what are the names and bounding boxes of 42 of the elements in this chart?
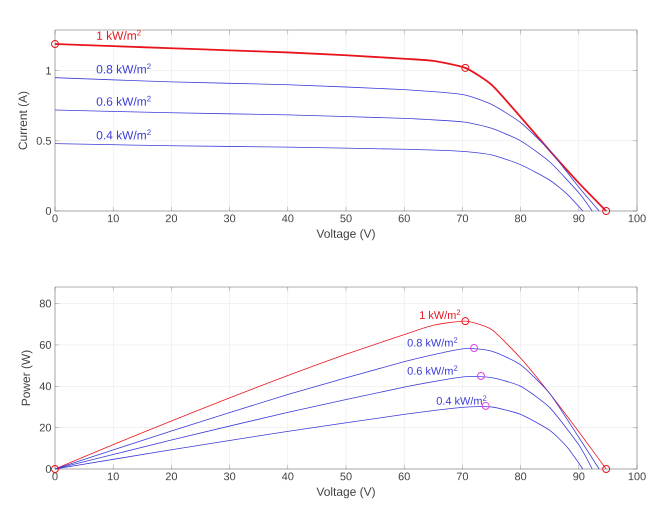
x-tick-label: 20	[166, 214, 178, 222]
x-tick-label: 20	[166, 472, 178, 480]
x-tick-label: 60	[398, 472, 410, 480]
y-tick-label: 40	[40, 382, 52, 390]
x-tick-label: 90	[573, 472, 584, 480]
y-tick-label: 0	[46, 465, 52, 473]
x-axis-title: Voltage (V)	[316, 229, 375, 240]
x-tick-label: 10	[108, 214, 119, 222]
x-tick-label: 70	[456, 214, 468, 222]
series-label: 0.4 kW/m$^{2}$	[436, 395, 486, 405]
x-tick-label: 70	[456, 472, 468, 480]
y-tick-label: 80	[40, 300, 52, 308]
y-tick-label: 0	[46, 207, 52, 215]
x-tick-label: 0	[52, 214, 58, 222]
x-tick-label: 50	[340, 214, 352, 222]
x-axis-title: Voltage (V)	[316, 487, 375, 498]
y-tick-label: 1	[46, 66, 51, 74]
x-tick-label: 80	[514, 214, 526, 222]
x-tick-label: 40	[282, 472, 294, 480]
x-tick-label: 30	[224, 214, 236, 222]
x-tick-label: 30	[224, 472, 236, 480]
y-tick-label: 60	[40, 341, 52, 349]
x-tick-label: 10	[108, 472, 119, 480]
y-axis-title: Current (A)	[18, 92, 30, 150]
series-label: 1 kW/m$^{2}$	[97, 30, 141, 40]
x-tick-label: 90	[573, 214, 584, 222]
y-tick-label: 0.5	[36, 136, 52, 145]
x-tick-label: 60	[398, 214, 410, 222]
x-tick-label: 40	[282, 214, 294, 222]
x-tick-label: 100	[628, 472, 646, 480]
series-label: 1 kW/m$^{2}$	[420, 310, 460, 319]
x-tick-label: 80	[514, 472, 526, 480]
series-label: 0.6 kW/m$^{2}$	[408, 365, 458, 375]
y-axis-title: Power (W)	[21, 350, 32, 406]
y-tick-label: 20	[40, 424, 52, 432]
series-label: 0.8 kW/m$^{2}$	[408, 337, 458, 347]
series-label: 0.4 kW/m$^{2}$	[96, 129, 151, 140]
x-tick-label: 50	[340, 472, 352, 480]
x-tick-label: 0	[52, 472, 58, 480]
x-tick-label: 100	[628, 214, 646, 222]
series-label: 0.6 kW/m$^{2}$	[96, 96, 151, 106]
series-label: 0.8 kW/m$^{2}$	[96, 63, 151, 74]
